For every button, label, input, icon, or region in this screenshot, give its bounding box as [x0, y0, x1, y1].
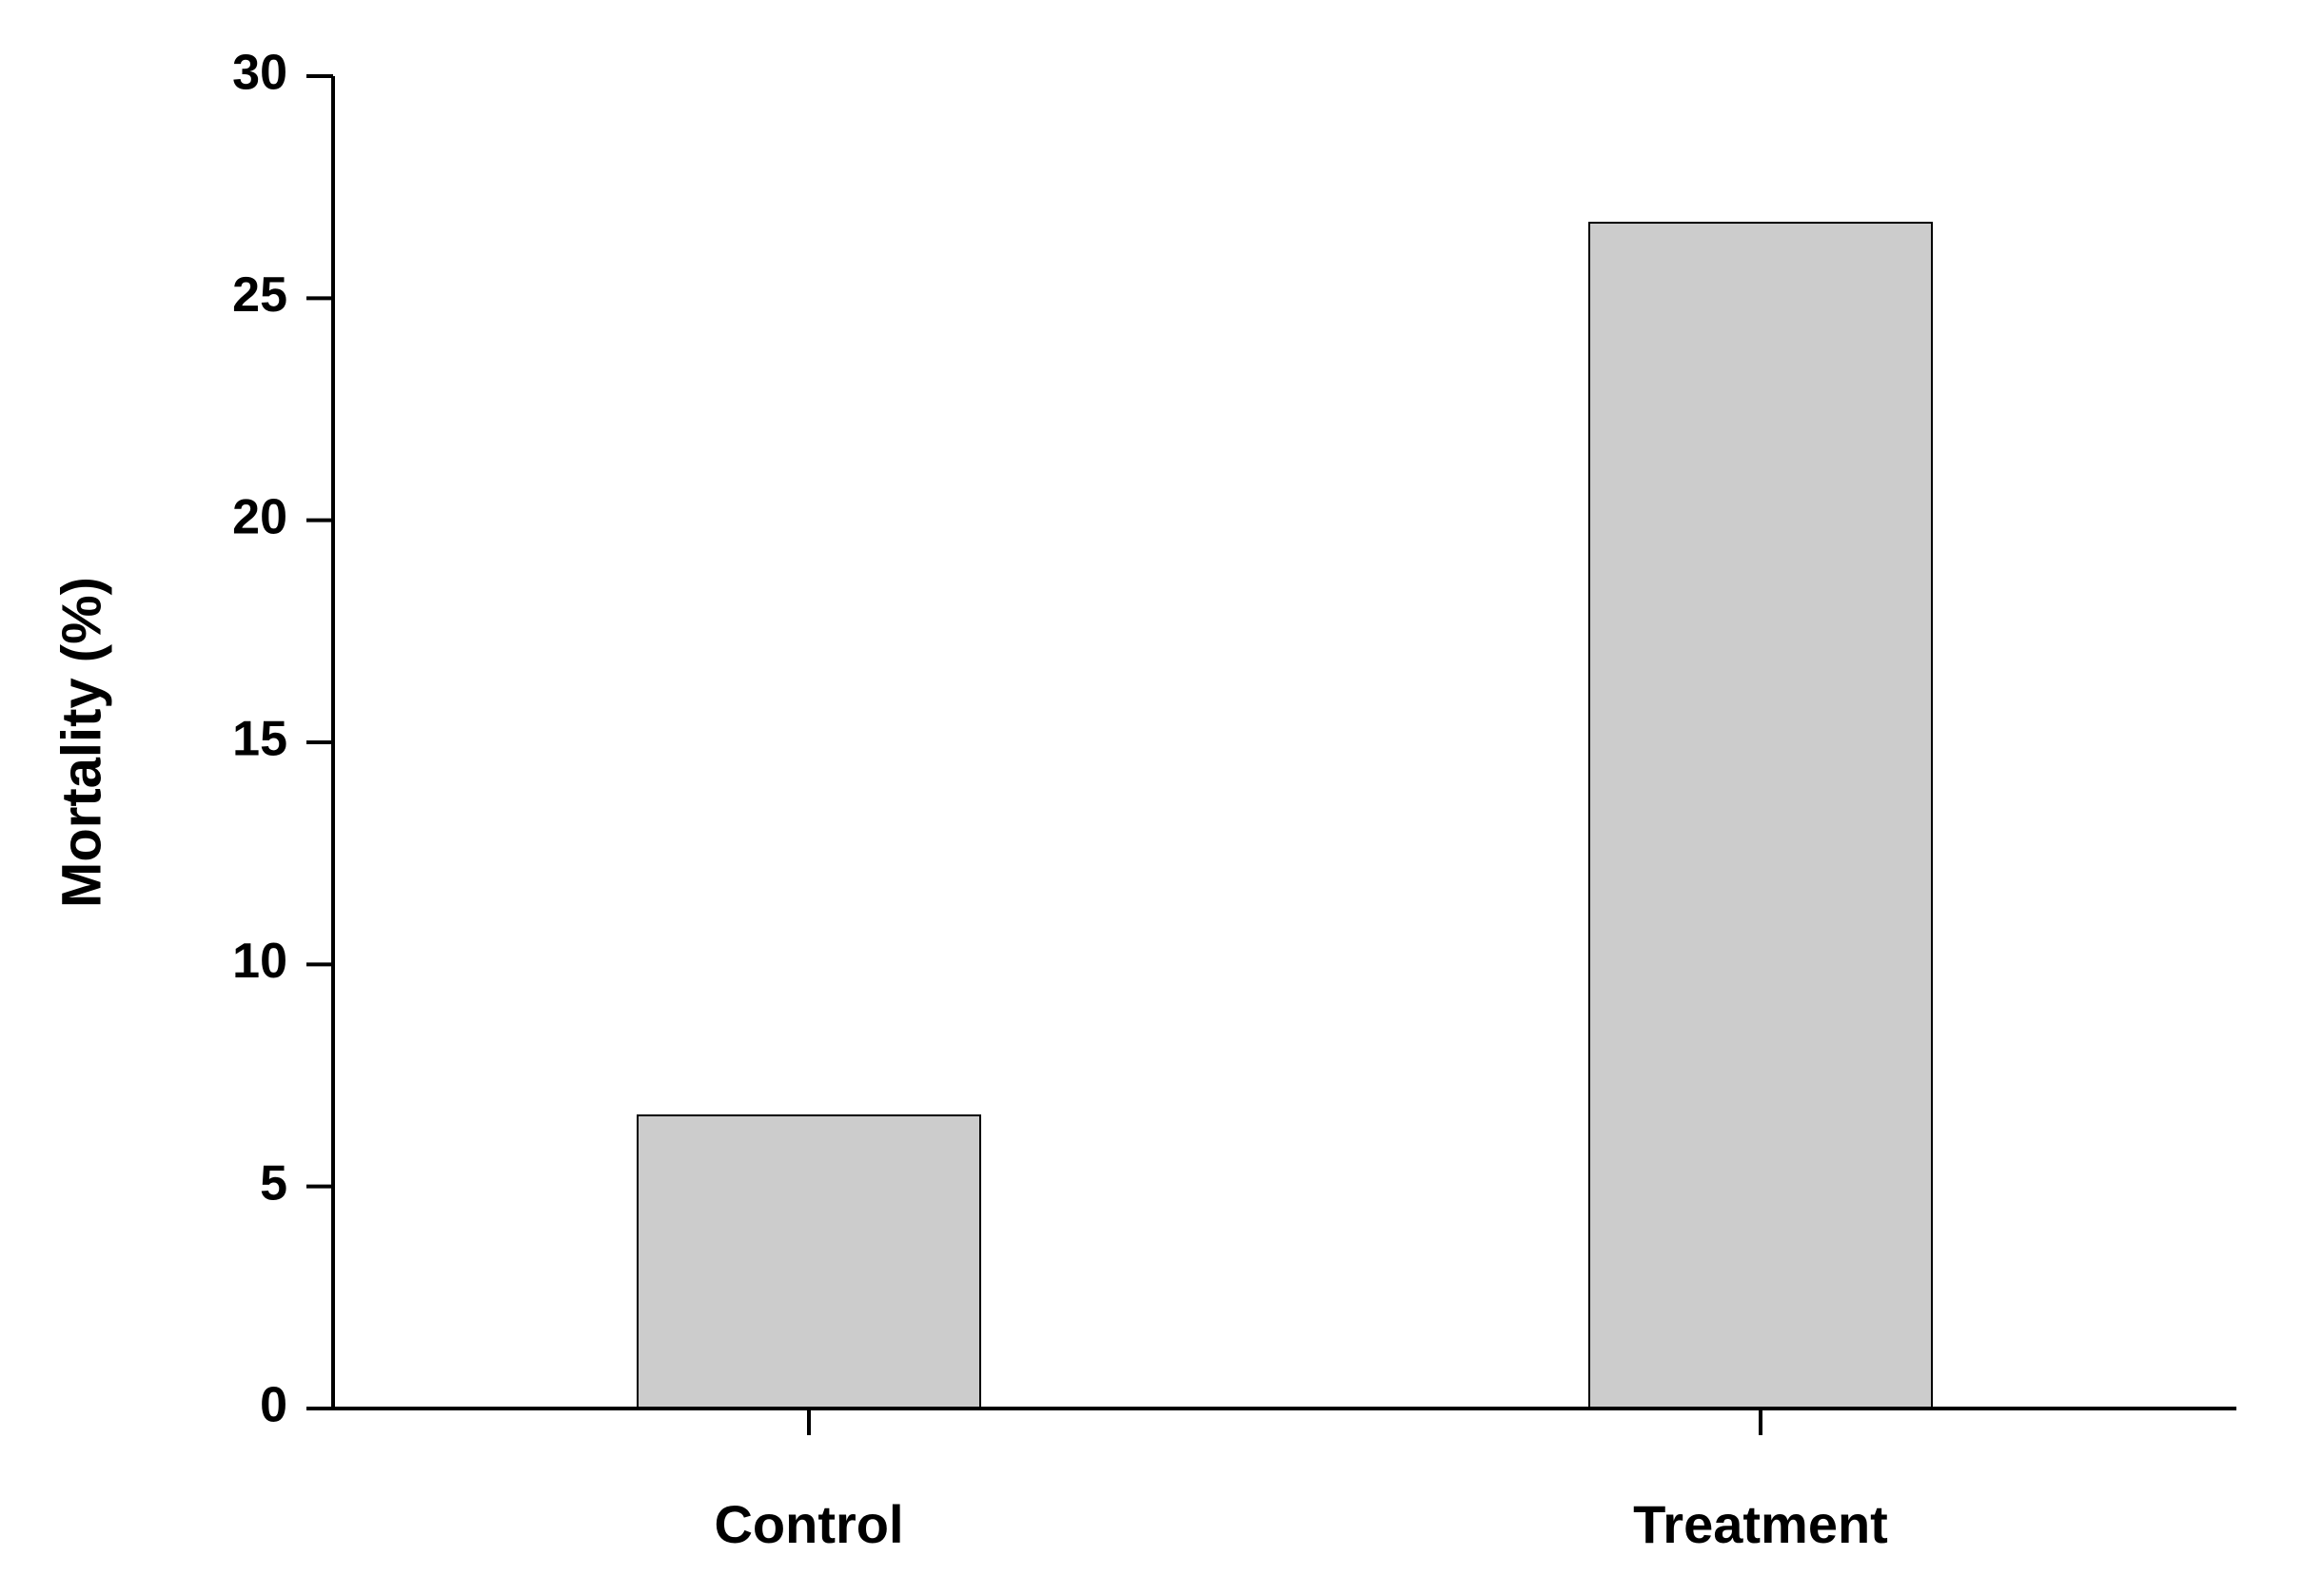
mortality-bar-chart: 0 5 10 15 20 25 30 Control Treatment Mortality (%…	[0, 0, 2323, 1596]
ytick-label: 10	[232, 934, 287, 989]
ytick-label: 5	[260, 1155, 287, 1211]
y-axis-label: Mortality (%)	[50, 577, 112, 908]
xcategory-label: Treatment	[1633, 1494, 1888, 1554]
ytick-label: 30	[232, 46, 287, 101]
xcategory-label: Control	[714, 1494, 903, 1554]
chart-svg: 0 5 10 15 20 25 30 Control Treatment Mortality (%…	[0, 0, 2323, 1596]
ytick-label: 20	[232, 489, 287, 544]
chart-background	[0, 0, 2323, 1596]
ytick-label: 0	[260, 1378, 287, 1433]
ytick-label: 15	[232, 712, 287, 767]
ytick-label: 25	[232, 267, 287, 323]
bar-control	[638, 1115, 980, 1409]
bar-treatment	[1589, 223, 1932, 1409]
